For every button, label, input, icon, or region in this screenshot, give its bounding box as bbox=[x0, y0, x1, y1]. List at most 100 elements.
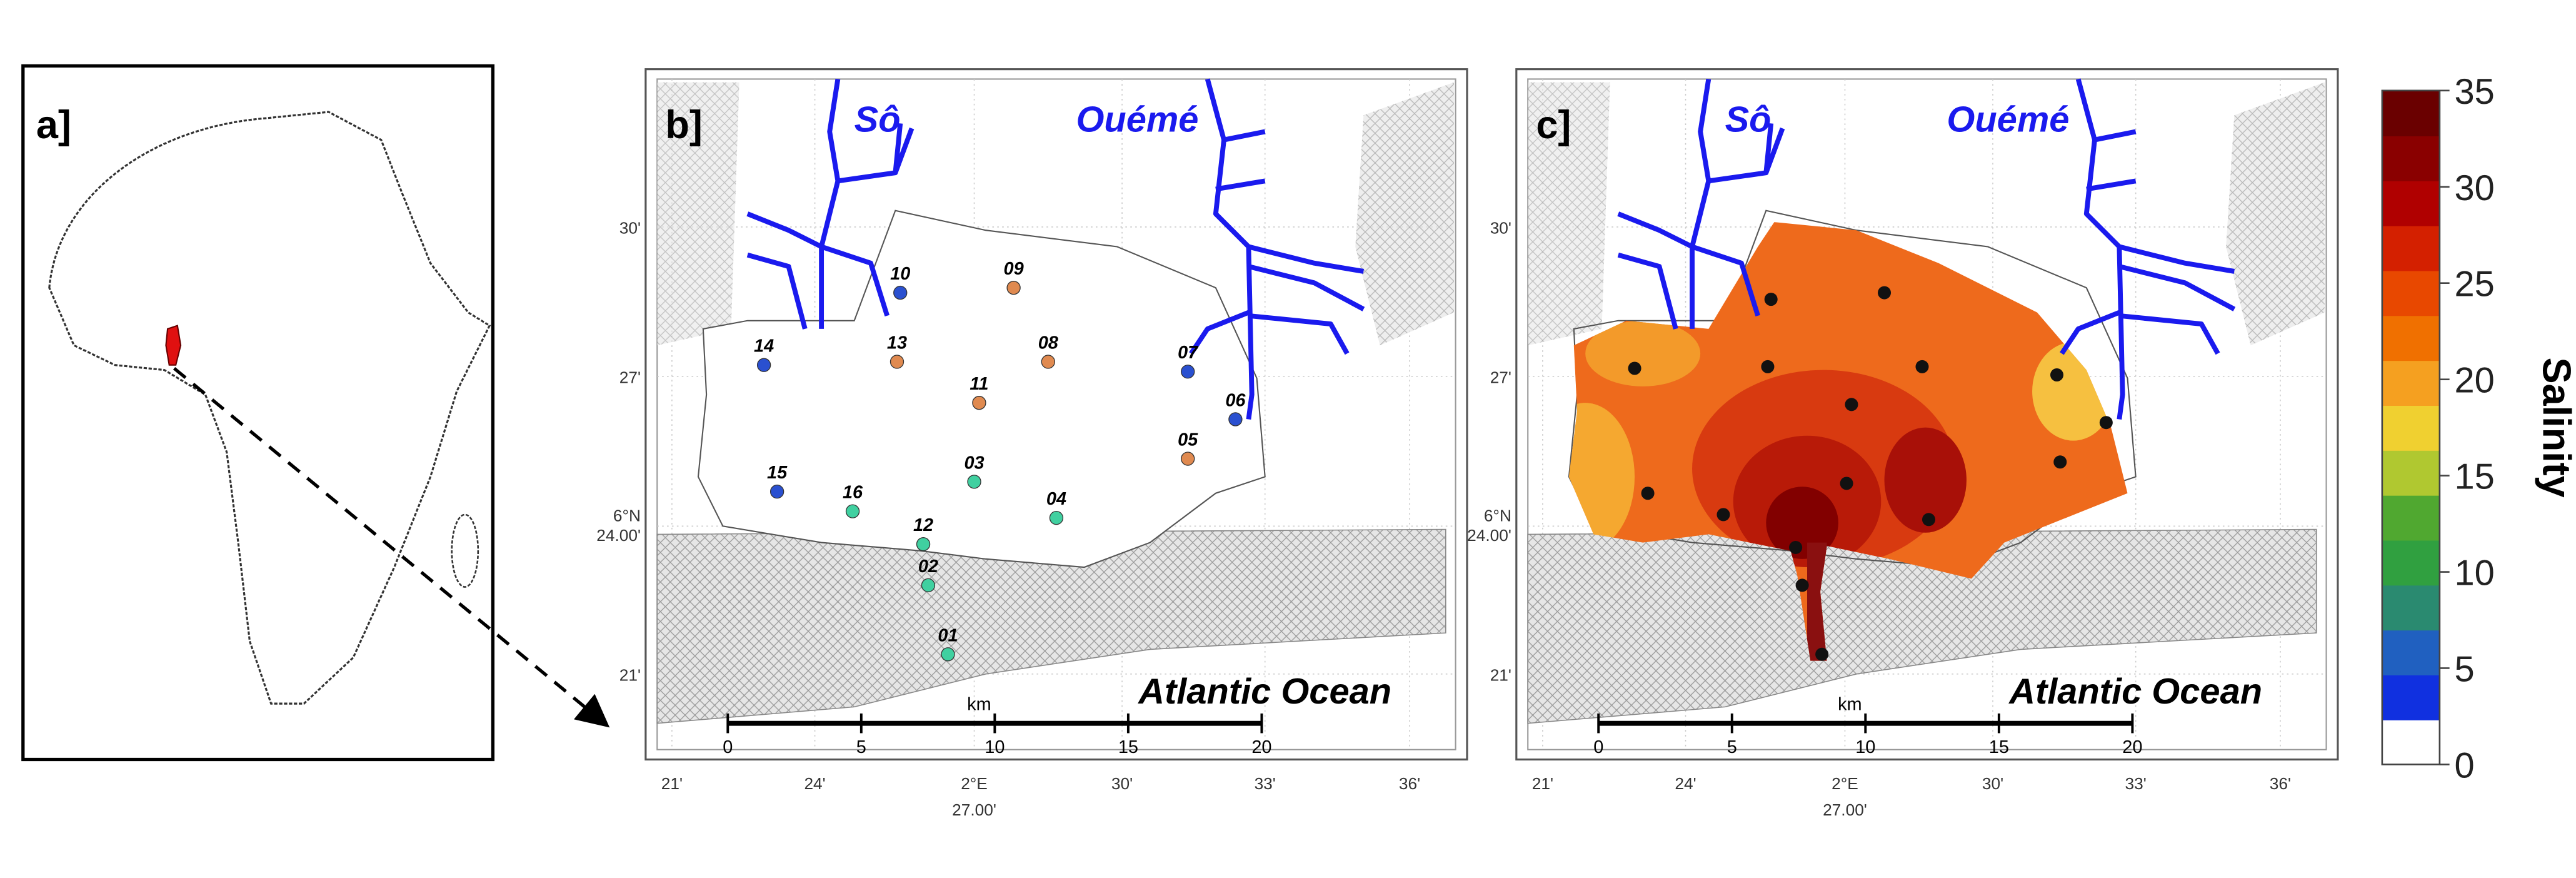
station bbox=[967, 475, 981, 489]
scale-tick-label: 5 bbox=[856, 737, 866, 757]
station bbox=[1006, 281, 1021, 295]
river bbox=[837, 127, 915, 184]
scale-tick-label: 10 bbox=[1855, 737, 1875, 757]
river bbox=[1248, 264, 1365, 311]
colorbar-tick-label: 25 bbox=[2455, 265, 2495, 305]
scale-unit: km bbox=[1838, 695, 1862, 715]
salinity-high bbox=[1884, 427, 1967, 533]
y-sublabel: 24.00' bbox=[596, 526, 641, 545]
scale-tick-label: 20 bbox=[1251, 737, 1271, 757]
station bbox=[2099, 416, 2113, 430]
panel-label: b] bbox=[665, 103, 703, 147]
x-tick-label: 21' bbox=[1532, 774, 1553, 793]
y-tick-label: 21' bbox=[1490, 665, 1511, 684]
urban-area bbox=[657, 82, 739, 346]
station bbox=[941, 647, 955, 662]
y-tick-label: 6°N bbox=[1484, 506, 1511, 525]
station bbox=[1764, 293, 1778, 306]
station bbox=[890, 355, 905, 369]
station-label: 04 bbox=[1046, 489, 1066, 509]
river-label: Sô bbox=[854, 100, 901, 140]
colorbar-tick-label: 35 bbox=[2455, 72, 2495, 112]
station bbox=[921, 578, 936, 593]
river bbox=[1763, 123, 1774, 173]
x-tick-label: 30' bbox=[1982, 774, 2003, 793]
y-tick-label: 21' bbox=[619, 665, 641, 684]
station-label: 02 bbox=[918, 557, 938, 577]
river bbox=[1189, 310, 1250, 355]
station bbox=[2050, 368, 2064, 382]
station bbox=[769, 484, 784, 499]
urban-area bbox=[1527, 528, 2317, 724]
x-tick-label: 2°E bbox=[961, 774, 988, 793]
river bbox=[1617, 211, 1693, 250]
colorbar-tick-label: 30 bbox=[2455, 168, 2495, 208]
river bbox=[1691, 244, 1760, 317]
station-label: 15 bbox=[767, 463, 788, 483]
colorbar-step bbox=[2382, 135, 2440, 181]
urban-area bbox=[1528, 82, 1610, 346]
station-label: 13 bbox=[887, 333, 907, 353]
colorbar-step bbox=[2382, 629, 2440, 676]
station bbox=[972, 396, 986, 410]
colorbar-title: Salinity bbox=[2534, 357, 2576, 497]
panel-label: c] bbox=[1536, 103, 1571, 147]
river bbox=[893, 123, 903, 173]
scale-tick-label: 5 bbox=[1727, 737, 1737, 757]
panel-label: a] bbox=[36, 103, 71, 147]
river bbox=[2118, 244, 2235, 274]
madagascar bbox=[451, 513, 479, 588]
salinity-max bbox=[1766, 487, 1838, 559]
river-label: Sô bbox=[1725, 100, 1772, 140]
colorbar-step bbox=[2382, 90, 2440, 136]
river bbox=[1223, 129, 1266, 143]
x-tick-label: 36' bbox=[1399, 774, 1420, 793]
colorbar-step bbox=[2382, 674, 2440, 720]
station bbox=[1049, 510, 1064, 525]
station-label: 07 bbox=[1178, 343, 1199, 363]
panel-a: a] bbox=[21, 64, 610, 762]
river bbox=[2118, 313, 2220, 355]
river-label: Ouémé bbox=[1947, 100, 2069, 140]
africa-outline bbox=[48, 111, 491, 705]
colorbar-step bbox=[2382, 270, 2440, 316]
river bbox=[1215, 178, 1266, 192]
station-label: 12 bbox=[913, 515, 933, 535]
colorbar-frame bbox=[2381, 89, 2441, 765]
station bbox=[1789, 540, 1803, 554]
river bbox=[2075, 78, 2125, 420]
y-tick-label: 6°N bbox=[613, 506, 641, 525]
station bbox=[1795, 578, 1809, 592]
x-tick-label: 33' bbox=[1255, 774, 1276, 793]
colorbar-step bbox=[2382, 405, 2440, 451]
river bbox=[1708, 127, 1785, 184]
scale-unit: km bbox=[967, 695, 991, 715]
colorbar-step bbox=[2382, 495, 2440, 541]
colorbar-tick-label: 10 bbox=[2455, 553, 2495, 593]
scale-tick-label: 15 bbox=[1989, 737, 2009, 757]
station bbox=[1641, 487, 1655, 500]
river bbox=[2094, 129, 2137, 143]
urban-area bbox=[2226, 82, 2325, 346]
station-label: 11 bbox=[970, 374, 988, 394]
x-sublabel: 27.00' bbox=[952, 800, 996, 819]
station-label: 06 bbox=[1225, 390, 1246, 410]
river bbox=[820, 244, 890, 317]
y-tick-label: 27' bbox=[1490, 368, 1511, 387]
colorbar-step bbox=[2382, 315, 2440, 361]
river bbox=[2086, 178, 2137, 192]
ocean-label: Atlantic Ocean bbox=[2008, 672, 2262, 712]
urban-area bbox=[656, 528, 1446, 724]
map-inner-frame bbox=[1527, 78, 2327, 750]
colorbar-step bbox=[2382, 585, 2440, 631]
colorbar-step bbox=[2382, 450, 2440, 496]
station bbox=[1815, 647, 1829, 661]
scale-tick-label: 0 bbox=[723, 737, 733, 757]
panel-b: Sô Ouémé Atlantic Ocean b] 10 09 14 13 08 07 11 06 0… bbox=[596, 68, 1468, 819]
zoom-arrow bbox=[173, 366, 610, 728]
scale-tick-label: 0 bbox=[1593, 737, 1603, 757]
benin bbox=[165, 325, 182, 366]
colorbar-tick-label: 20 bbox=[2455, 361, 2495, 401]
